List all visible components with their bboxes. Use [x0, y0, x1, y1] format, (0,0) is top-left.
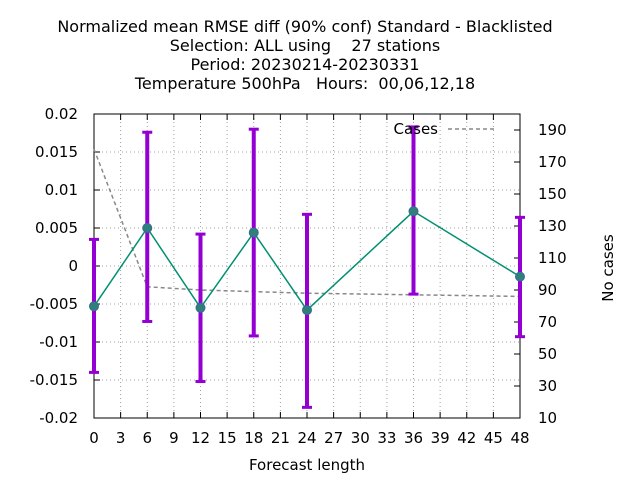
y2-tick-label: 90: [538, 281, 557, 299]
x-tick-label: 39: [431, 429, 450, 447]
y2-tick-label: 10: [538, 409, 557, 427]
x-tick-label: 18: [244, 429, 263, 447]
rmse-point: [142, 223, 153, 233]
x-tick-label: 0: [89, 429, 99, 447]
y2-tick-label: 130: [538, 217, 567, 235]
y2-tick-label: 30: [538, 377, 557, 395]
y2-tick-label: 110: [538, 249, 567, 267]
chart-title-line: Period: 20230214-20230331: [190, 55, 419, 74]
x-tick-label: 36: [404, 429, 423, 447]
rmse-point: [195, 302, 206, 313]
y-tick-label: -0.01: [39, 333, 78, 351]
rmse-point: [408, 206, 419, 217]
x-tick-label: 42: [457, 429, 476, 447]
legend: Cases: [393, 120, 496, 138]
y-tick-label: 0.02: [45, 105, 78, 123]
y-tick-label: 0.015: [35, 143, 78, 161]
y2-tick-labels: 10 30 50 70 90 110 130 150 170 190: [538, 121, 567, 427]
x-tick-label: 27: [324, 429, 343, 447]
y-tick-label: 0.005: [35, 219, 78, 237]
y2-tick-label: 170: [538, 153, 567, 171]
rmse-point: [515, 271, 525, 282]
y-tick-label: 0.01: [45, 181, 78, 199]
legend-label: Cases: [393, 120, 438, 138]
x-tick-label: 9: [169, 429, 179, 447]
x-tick-label: 24: [297, 429, 316, 447]
chart-title-line: Temperature 500hPa Hours: 00,06,12,18: [134, 74, 475, 93]
y-tick-label: -0.02: [39, 409, 78, 427]
rmse-point: [302, 305, 312, 316]
x-tick-label: 33: [377, 429, 396, 447]
x-tick-label: 15: [218, 429, 237, 447]
y2-tick-label: 190: [538, 121, 567, 139]
x-tick-label: 30: [351, 429, 370, 447]
x-tick-labels: 0 3 6 9 12 15 18 21 24 27 30 33 36 39 42 45 48: [89, 429, 529, 447]
chart-title-line: Normalized mean RMSE diff (90% conf) Sta…: [57, 17, 552, 36]
rmse-point: [248, 227, 259, 238]
rmse-point: [89, 301, 99, 312]
x-tick-label: 12: [191, 429, 210, 447]
error-bars: [89, 125, 525, 409]
y-tick-label: -0.015: [30, 371, 78, 389]
y-tick-label: 0: [68, 257, 78, 275]
x-tick-label: 3: [116, 429, 126, 447]
x-tick-label: 6: [142, 429, 152, 447]
y-tick-labels: -0.02 -0.015 -0.01 -0.005 0 0.005 0.01 0.015 0.0…: [30, 105, 78, 427]
x-tick-label: 48: [510, 429, 529, 447]
x-tick-label: 45: [484, 429, 503, 447]
y-tick-label: -0.005: [30, 295, 78, 313]
rmse-series: [89, 206, 525, 316]
y2-tick-label: 150: [538, 185, 567, 203]
x-tick-label: 21: [271, 429, 290, 447]
y2-axis-label: No cases: [599, 234, 617, 302]
y2-tick-label: 50: [538, 345, 557, 363]
x-axis-label: Forecast length: [249, 456, 365, 474]
chart-title: Normalized mean RMSE diff (90% conf) Sta…: [57, 17, 552, 93]
y2-tick-label: 70: [538, 313, 557, 331]
chart-title-line: Selection: ALL using 27 stations: [170, 36, 440, 55]
